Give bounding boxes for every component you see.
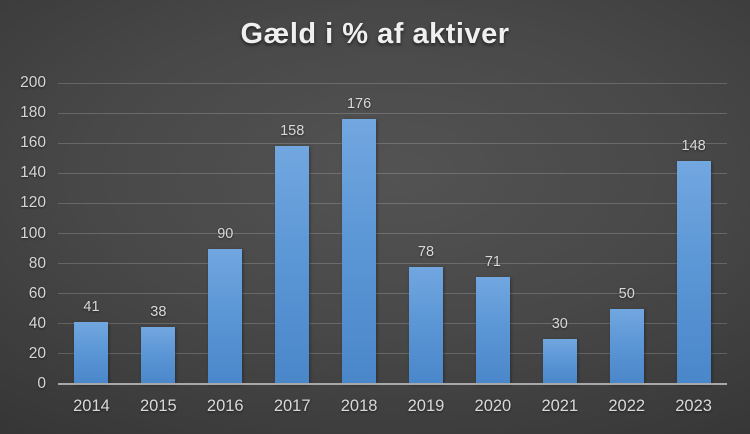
gridline-100	[58, 233, 727, 234]
x-tick-label-2019: 2019	[407, 397, 445, 415]
x-axis-line	[58, 383, 727, 385]
bar-2018[interactable]	[342, 119, 377, 384]
y-tick-label-140: 140	[20, 164, 46, 182]
x-tick-label-2023: 2023	[675, 397, 712, 415]
x-axis-tick-labels: 2014 2015 2016 2017 2018 2019 2020 2021 2022 2023	[58, 397, 727, 416]
y-tick-label-0: 0	[37, 375, 46, 392]
x-tick-label-2014: 2014	[73, 397, 110, 415]
bar-slot-2020: 71	[459, 83, 526, 384]
bar-2019[interactable]	[408, 266, 443, 384]
data-label-2023: 148	[681, 138, 706, 155]
bar-slot-2015: 38	[125, 83, 192, 384]
x-tick-label-2018: 2018	[340, 397, 378, 415]
x-tick-label-2022: 2022	[608, 397, 646, 415]
bar-2015[interactable]	[141, 326, 176, 384]
bar-2014[interactable]	[74, 322, 109, 384]
bar-slot-2021: 30	[526, 83, 593, 384]
bar-slot-2014: 41	[58, 83, 125, 384]
y-tick-label-40: 40	[28, 314, 46, 332]
chart-title: Gæld i % af aktiver	[240, 18, 510, 50]
bar-2017[interactable]	[275, 146, 310, 384]
data-label-2022: 50	[618, 285, 635, 302]
data-label-2018: 176	[346, 96, 372, 113]
y-tick-label-100: 100	[20, 224, 46, 242]
bar-slot-2019: 78	[393, 83, 460, 384]
plot-area: 41 38 90 158 176 78 71 30 50 148	[58, 82, 727, 385]
gridline-120	[58, 202, 727, 204]
gridline-200	[58, 82, 727, 84]
y-tick-label-20: 20	[28, 344, 46, 362]
data-label-2019: 78	[417, 243, 435, 260]
bar-slot-2022: 50	[593, 83, 660, 384]
data-label-2020: 71	[484, 254, 501, 271]
x-tick-label-2020: 2020	[474, 397, 512, 415]
x-tick-label-2021: 2021	[541, 397, 579, 415]
y-axis-tick-labels: 0 20 40 60 80 100 120 140 160 180 200	[0, 0, 46, 434]
bar-2020[interactable]	[475, 277, 510, 384]
data-label-2017: 158	[280, 123, 305, 140]
y-tick-label-180: 180	[20, 104, 46, 122]
data-label-2021: 30	[551, 315, 568, 332]
x-tick-label-2015: 2015	[140, 397, 177, 415]
bar-series: 41 38 90 158 176 78 71 30 50 148	[58, 83, 727, 384]
bar-slot-2018: 176	[326, 83, 393, 384]
bar-slot-2023: 148	[660, 83, 727, 384]
data-label-2015: 38	[150, 303, 167, 320]
y-tick-label-200: 200	[20, 74, 46, 91]
x-tick-label-2016: 2016	[206, 397, 244, 415]
gridline-140	[58, 172, 727, 174]
gridline-160	[58, 142, 727, 144]
bar-slot-2016: 90	[192, 83, 259, 384]
gridline-40	[58, 323, 727, 325]
gridline-180	[58, 112, 727, 114]
gridline-80	[58, 263, 727, 265]
gridline-60	[58, 293, 727, 295]
bar-2022[interactable]	[609, 308, 644, 384]
bar-2016[interactable]	[208, 248, 243, 384]
y-tick-label-80: 80	[28, 254, 46, 272]
bar-2023[interactable]	[676, 161, 711, 384]
data-label-2016: 90	[217, 225, 234, 242]
y-tick-label-120: 120	[20, 194, 46, 212]
bar-slot-2017: 158	[259, 83, 326, 384]
y-tick-label-60: 60	[28, 284, 46, 302]
x-tick-label-2017: 2017	[273, 397, 311, 415]
data-label-2014: 41	[83, 299, 100, 316]
bar-2021[interactable]	[542, 338, 577, 384]
gridline-20	[58, 353, 727, 355]
y-tick-label-160: 160	[20, 134, 46, 152]
